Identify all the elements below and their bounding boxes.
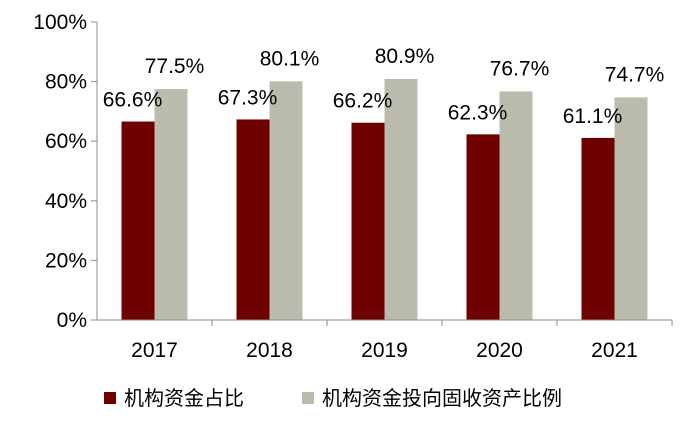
bar-institutional-share — [121, 121, 155, 320]
y-tick-label: 20% — [45, 249, 87, 272]
x-tick-label: 2021 — [591, 339, 638, 362]
data-label: 77.5% — [145, 55, 205, 78]
bar-institutional-share — [466, 134, 500, 320]
y-axis: 0% 20% 40% 60% 80% 100% — [33, 11, 98, 332]
x-tick-label: 2019 — [361, 339, 408, 362]
legend-swatch — [104, 392, 116, 404]
data-label: 80.1% — [260, 47, 320, 70]
legend-label: 机构资金投向固收资产比例 — [322, 387, 562, 410]
y-tick-label: 0% — [57, 309, 87, 332]
y-tick-label: 80% — [45, 71, 87, 94]
x-tick-label: 2018 — [246, 339, 293, 362]
data-label: 80.9% — [375, 45, 435, 68]
bar-fixed-income-share — [154, 89, 188, 320]
bars-group — [121, 78, 648, 321]
y-tick-label: 100% — [33, 11, 87, 34]
bar-institutional-share — [351, 122, 385, 320]
x-axis: 2017 2018 2019 2020 2021 — [97, 319, 673, 362]
data-label: 67.3% — [218, 86, 278, 109]
data-label: 62.3% — [448, 101, 508, 124]
x-tick-label: 2020 — [476, 339, 523, 362]
bar-institutional-share — [581, 137, 615, 320]
x-tick-label: 2017 — [131, 339, 178, 362]
data-label: 66.2% — [333, 90, 393, 113]
data-label: 76.7% — [490, 57, 550, 80]
data-label: 61.1% — [563, 105, 623, 128]
bar-fixed-income-share — [269, 81, 303, 320]
y-tick-label: 60% — [45, 130, 87, 153]
legend-swatch — [302, 392, 314, 404]
data-label: 74.7% — [605, 63, 665, 86]
legend: 机构资金占比 机构资金投向固收资产比例 — [104, 387, 562, 410]
data-labels-group: 66.6% 67.3% 66.2% 62.3% 61.1% 77.5% 80.1% 80.9%… — [103, 45, 665, 128]
y-tick-label: 40% — [45, 190, 87, 213]
bar-fixed-income-share — [614, 97, 648, 320]
bar-fixed-income-share — [499, 91, 533, 321]
bar-institutional-share — [236, 119, 270, 320]
data-label: 66.6% — [103, 89, 163, 112]
bar-fixed-income-share — [384, 78, 418, 320]
legend-label: 机构资金占比 — [124, 387, 244, 410]
